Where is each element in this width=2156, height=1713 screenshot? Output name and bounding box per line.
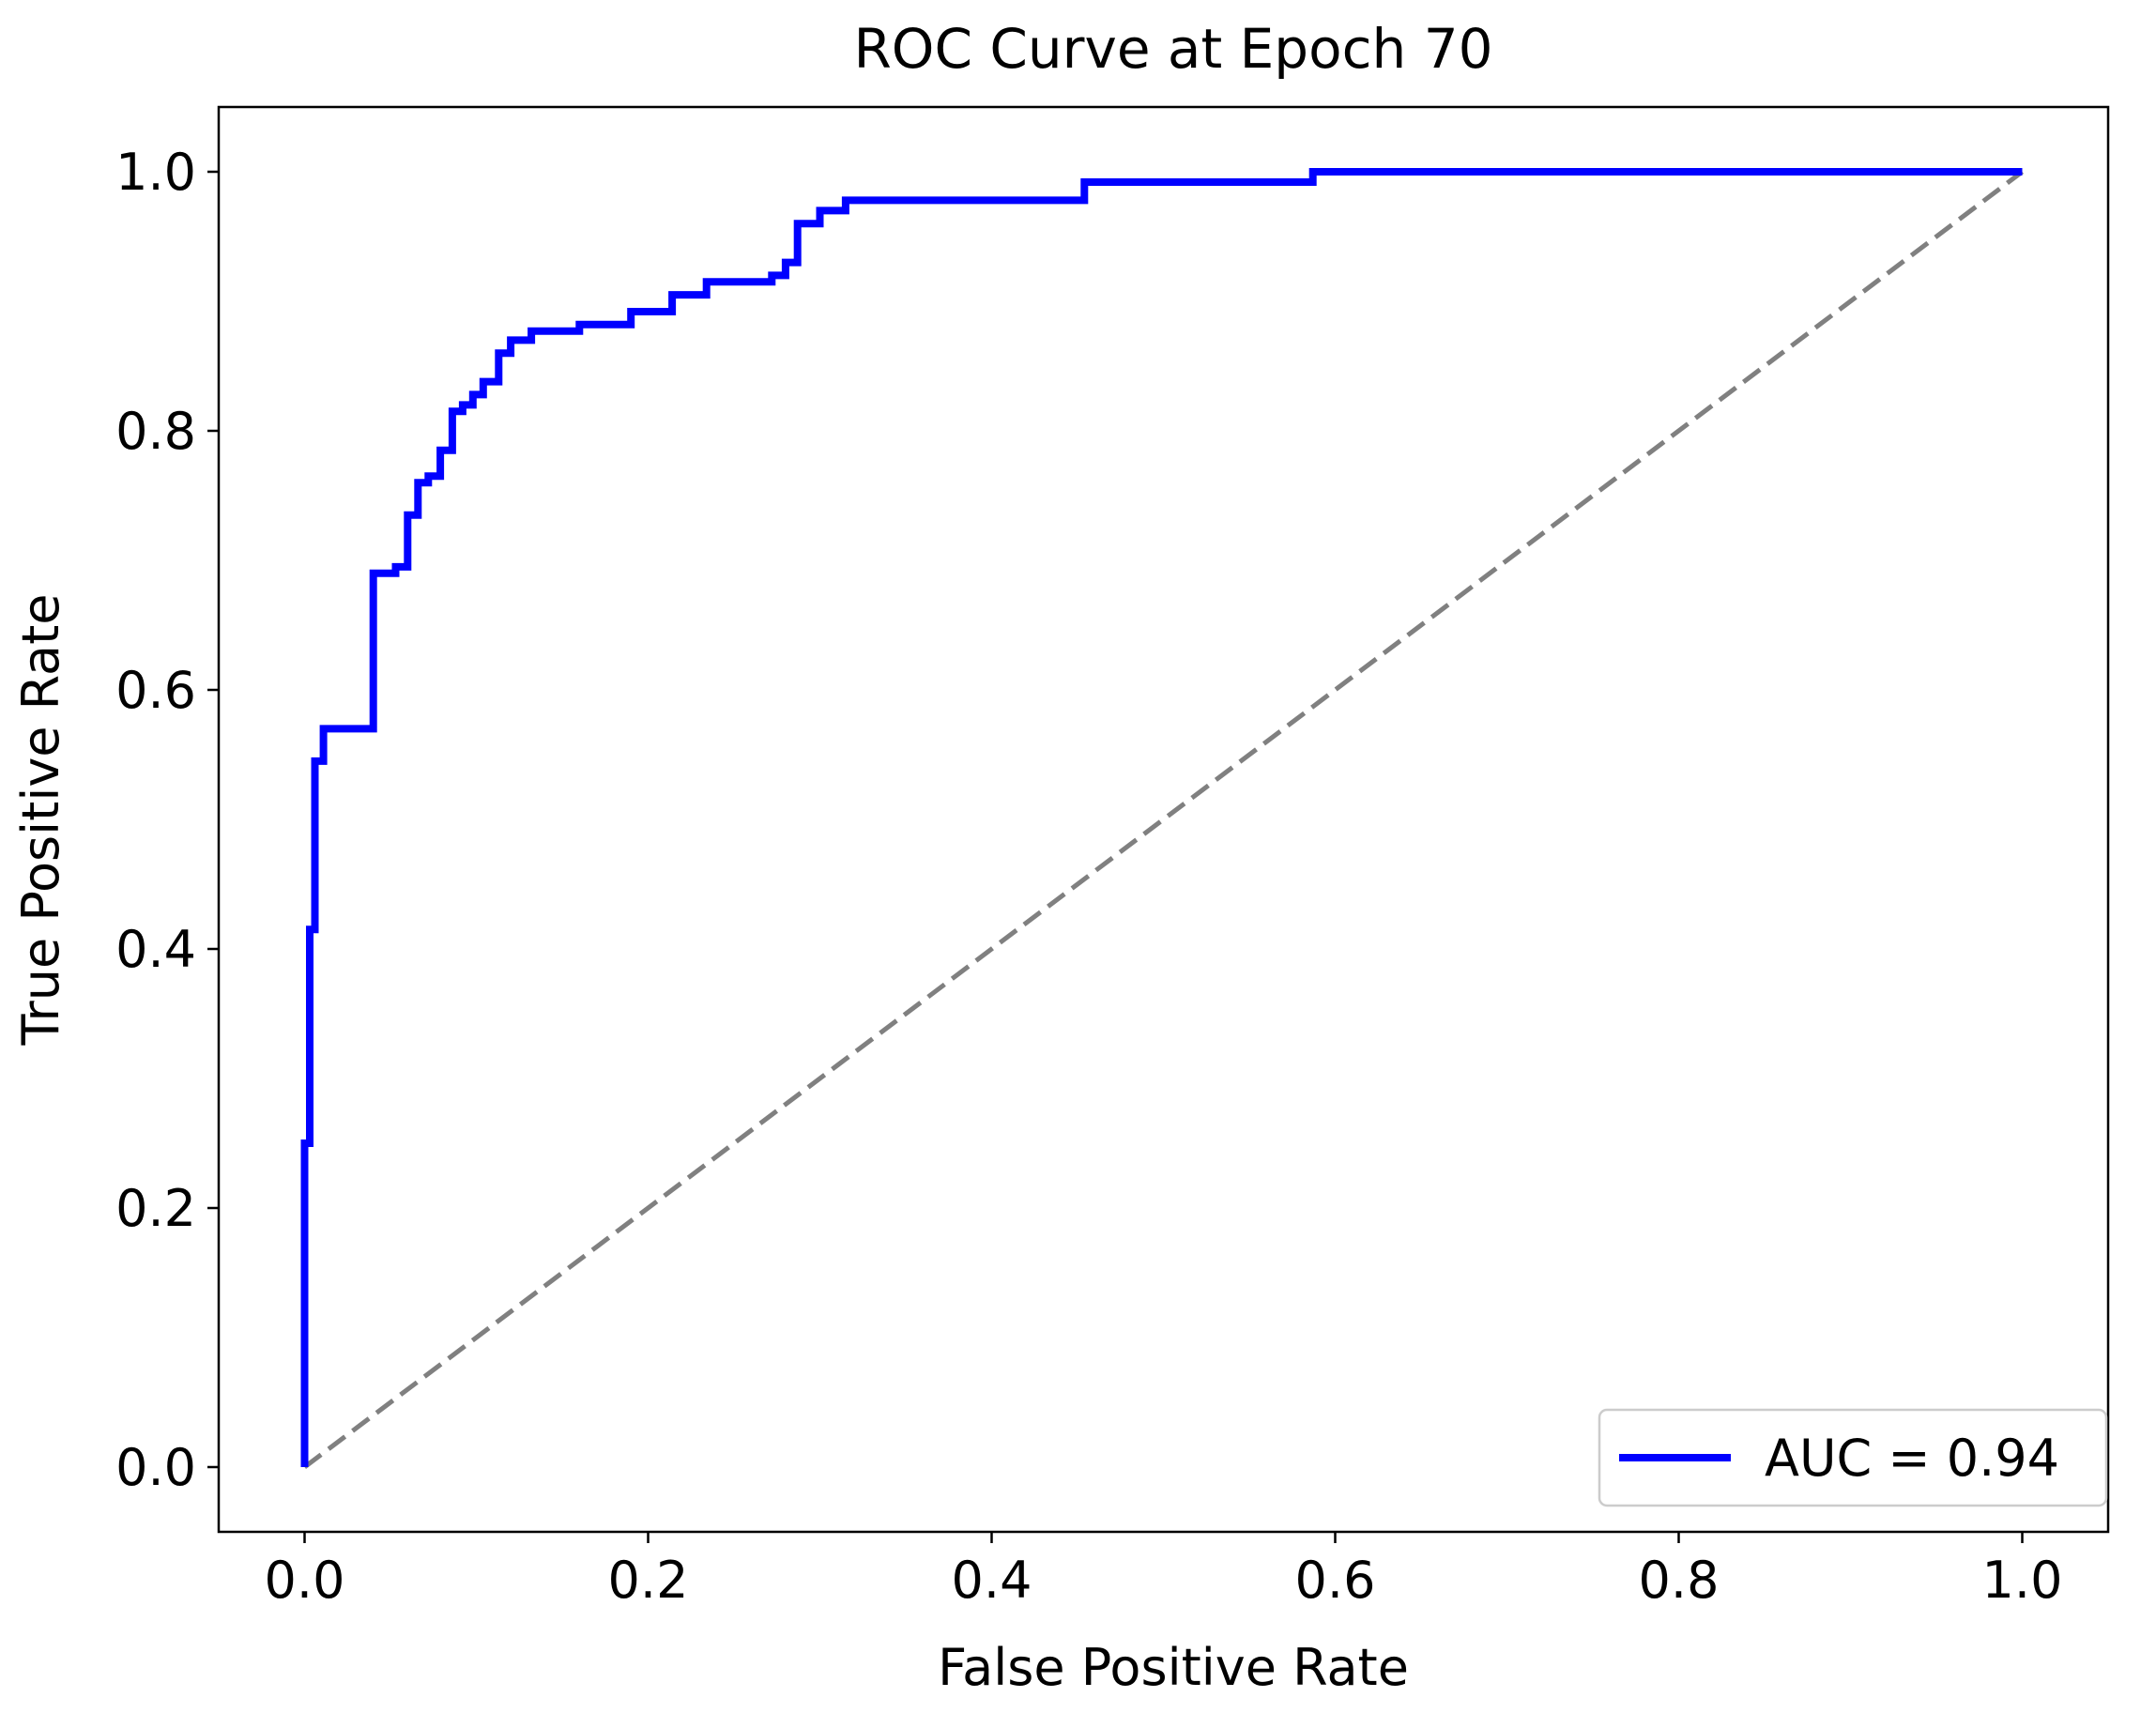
x-axis-label: False Positive Rate (938, 1638, 1409, 1697)
y-tick-label: 0.0 (115, 1438, 196, 1497)
x-tick-label: 0.8 (1639, 1551, 1720, 1610)
y-tick-label: 0.8 (115, 402, 196, 461)
x-tick-label: 0.4 (952, 1551, 1032, 1610)
roc-curve-line (300, 168, 2023, 1467)
x-tick-label: 0.0 (265, 1551, 345, 1610)
y-tick-label: 0.4 (115, 920, 196, 979)
x-axis-ticks: 0.0 0.2 0.4 0.6 0.8 1.0 (265, 1532, 2063, 1610)
y-tick-label: 1.0 (115, 143, 196, 202)
series-layer (300, 168, 2025, 1469)
y-tick-label: 0.2 (115, 1179, 196, 1238)
x-tick-label: 0.2 (608, 1551, 689, 1610)
y-axis-label: True Positive Rate (11, 593, 70, 1046)
legend-label: AUC = 0.94 (1765, 1429, 2059, 1488)
chart-title: ROC Curve at Epoch 70 (854, 17, 1493, 81)
x-tick-label: 0.6 (1295, 1551, 1376, 1610)
y-tick-label: 0.6 (115, 661, 196, 720)
y-axis-ticks: 0.0 0.2 0.4 0.6 0.8 1.0 (115, 143, 219, 1497)
legend: AUC = 0.94 (1598, 1408, 2108, 1507)
x-tick-label: 1.0 (1982, 1551, 2063, 1610)
plot-frame (217, 105, 2110, 1534)
legend-box (1598, 1408, 2108, 1507)
